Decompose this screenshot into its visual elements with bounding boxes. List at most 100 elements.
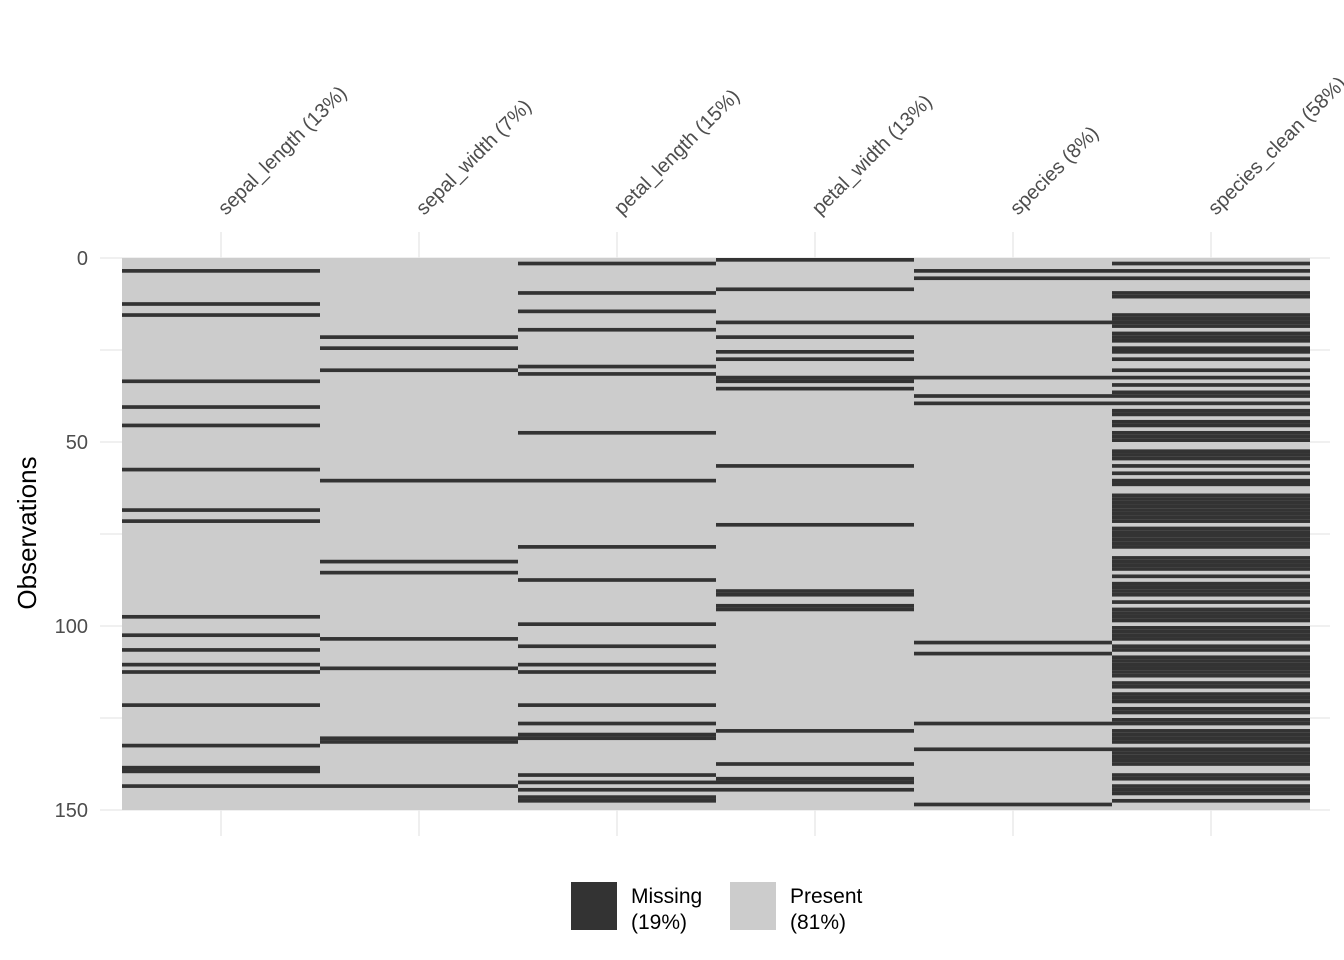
missing-cell bbox=[518, 644, 716, 649]
missing-cell bbox=[1112, 600, 1310, 604]
missing-cell bbox=[1112, 773, 1310, 777]
missing-cell bbox=[1112, 434, 1310, 439]
present-block bbox=[716, 258, 914, 810]
missing-cell bbox=[1112, 375, 1310, 380]
missing-cell bbox=[1112, 644, 1310, 649]
missing-cell bbox=[1112, 390, 1310, 395]
missing-cell bbox=[1112, 438, 1310, 442]
legend-label: Present bbox=[790, 885, 863, 908]
missing-cell bbox=[122, 769, 320, 774]
legend-swatch-missing bbox=[571, 882, 617, 930]
missing-cell bbox=[518, 291, 716, 295]
missing-cell bbox=[1112, 787, 1310, 792]
missing-cell bbox=[1112, 607, 1310, 612]
missing-cell bbox=[1112, 515, 1310, 520]
missing-cell bbox=[1112, 316, 1310, 321]
missing-cell bbox=[320, 346, 518, 350]
missing-cell bbox=[1112, 534, 1310, 538]
missing-cell bbox=[1112, 335, 1310, 339]
missing-cell bbox=[1112, 710, 1310, 715]
present-block bbox=[320, 258, 518, 810]
missing-cell bbox=[716, 320, 914, 325]
y-axis-title: Observations bbox=[12, 456, 42, 609]
missing-cell bbox=[122, 633, 320, 638]
missing-cell bbox=[1112, 776, 1310, 781]
missing-cell bbox=[914, 401, 1112, 406]
y-tick-label: 100 bbox=[55, 616, 88, 638]
missing-cell bbox=[1112, 791, 1310, 796]
y-tick-label: 0 bbox=[77, 248, 88, 270]
missing-cell bbox=[914, 721, 1112, 726]
y-axis-ticks: 0 50 100 150 bbox=[55, 248, 88, 822]
missing-cell bbox=[122, 405, 320, 409]
missing-cell bbox=[1112, 346, 1310, 350]
missing-cell bbox=[518, 732, 716, 737]
missing-cell bbox=[518, 578, 716, 582]
missing-cell bbox=[1112, 261, 1310, 266]
missing-cell bbox=[1112, 559, 1310, 564]
missing-cell bbox=[122, 662, 320, 667]
missing-cell bbox=[1112, 659, 1310, 663]
missing-cell bbox=[1112, 331, 1310, 336]
missing-cell bbox=[122, 703, 320, 707]
column-label: species_clean (58%) bbox=[1204, 73, 1344, 220]
missing-cell bbox=[1112, 611, 1310, 615]
missing-cell bbox=[320, 570, 518, 575]
missing-cell bbox=[518, 372, 716, 376]
missing-cell bbox=[122, 765, 320, 770]
missing-cell bbox=[320, 740, 518, 744]
missing-cell bbox=[1112, 291, 1310, 295]
missing-cell bbox=[1112, 740, 1310, 744]
missing-cell bbox=[1112, 721, 1310, 726]
missing-cell bbox=[1112, 449, 1310, 454]
column-label: sepal_width (7%) bbox=[412, 95, 536, 219]
missing-cell bbox=[1112, 430, 1310, 435]
missing-cell bbox=[518, 261, 716, 266]
missing-cell bbox=[518, 798, 716, 803]
missing-cell bbox=[1112, 530, 1310, 534]
missing-cell bbox=[1112, 666, 1310, 671]
missing-cell bbox=[1112, 357, 1310, 362]
missing-cell bbox=[518, 721, 716, 726]
missing-cell bbox=[716, 603, 914, 608]
missing-cell bbox=[1112, 637, 1310, 641]
missing-cell bbox=[1112, 508, 1310, 512]
missing-cell bbox=[1112, 747, 1310, 752]
missing-cell bbox=[716, 258, 914, 262]
missing-cell bbox=[1112, 662, 1310, 667]
missing-cell bbox=[1112, 692, 1310, 696]
missing-cell bbox=[716, 335, 914, 339]
missing-cell bbox=[320, 784, 518, 788]
missing-cell bbox=[716, 780, 914, 785]
missing-cell bbox=[122, 519, 320, 523]
missing-cell bbox=[1112, 269, 1310, 273]
missing-cell bbox=[1112, 464, 1310, 468]
missing-cell bbox=[122, 379, 320, 384]
missing-cell bbox=[518, 309, 716, 314]
heatmap-cells bbox=[122, 258, 1310, 810]
missing-cell bbox=[320, 736, 518, 741]
legend-label: Missing bbox=[631, 885, 702, 908]
missing-cell bbox=[1112, 493, 1310, 498]
missing-cell bbox=[716, 375, 914, 380]
missing-cell bbox=[914, 320, 1112, 325]
missing-cell bbox=[1112, 629, 1310, 634]
missing-cell bbox=[320, 559, 518, 564]
missing-cell bbox=[1112, 673, 1310, 678]
missing-cell bbox=[1112, 368, 1310, 373]
missing-cell bbox=[518, 795, 716, 799]
missing-cell bbox=[122, 467, 320, 472]
y-tick-label: 50 bbox=[66, 432, 88, 454]
missing-cell bbox=[1112, 504, 1310, 509]
missing-cell bbox=[914, 269, 1112, 273]
missing-cell bbox=[1112, 556, 1310, 560]
missing-cell bbox=[716, 589, 914, 593]
missing-cell bbox=[518, 364, 716, 369]
missing-cell bbox=[914, 747, 1112, 752]
missing-cell bbox=[1112, 648, 1310, 652]
missing-cell bbox=[914, 375, 1112, 380]
missing-cell bbox=[1112, 519, 1310, 523]
missing-cell bbox=[518, 780, 716, 785]
missing-cell bbox=[518, 622, 716, 626]
column-label: sepal_length (13%) bbox=[214, 82, 351, 219]
